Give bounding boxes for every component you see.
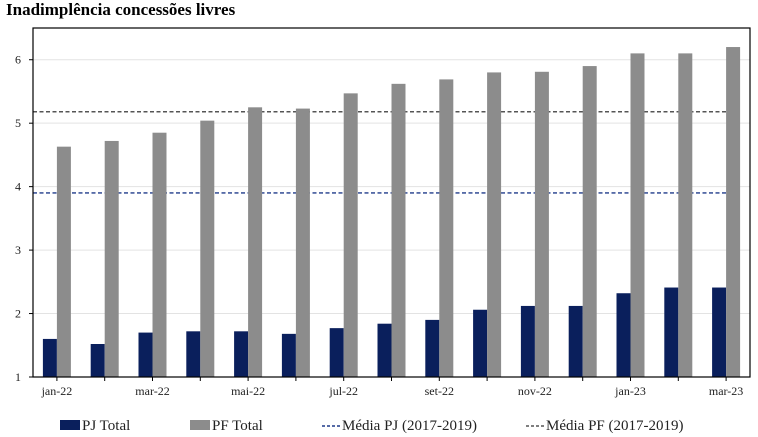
- x-tick-label: nov-22: [518, 384, 552, 398]
- y-tick-label: 1: [15, 370, 21, 384]
- bar-pf: [200, 120, 215, 377]
- bar-pf: [56, 146, 71, 377]
- bar-pf: [678, 53, 693, 378]
- bar-pj: [138, 332, 153, 377]
- bar-pf: [439, 79, 454, 377]
- bar-pf: [152, 132, 167, 377]
- legend-label: PJ Total: [82, 418, 130, 434]
- bar-pj: [90, 344, 105, 377]
- bars: [42, 47, 741, 378]
- chart-title: Inadimplência concessões livres: [6, 0, 236, 19]
- x-tick-label: mai-22: [231, 384, 265, 398]
- bar-pj: [186, 331, 201, 377]
- bar-pj: [425, 319, 440, 377]
- legend-label: Média PJ (2017-2019): [342, 418, 477, 434]
- bar-pf: [534, 71, 549, 378]
- bar-pf: [343, 93, 358, 377]
- bar-pj: [520, 305, 535, 377]
- y-axis-ticks: 1 2 3 4 5 6: [15, 53, 33, 384]
- bar-pf: [391, 83, 406, 377]
- bar-pj: [712, 287, 727, 377]
- x-tick-label: jan-22: [41, 384, 73, 398]
- legend-label: PF Total: [212, 418, 263, 434]
- bar-pj: [329, 328, 344, 377]
- bar-pj: [42, 338, 57, 377]
- bar-pf: [582, 66, 597, 377]
- x-tick-label: set-22: [425, 384, 454, 398]
- x-axis-ticks: jan-22 mar-22 mai-22 jul-22 set-22 nov-22 jan-…: [41, 377, 743, 398]
- bar-pj: [234, 331, 249, 377]
- bar-pf: [104, 140, 119, 377]
- bar-pf: [487, 72, 502, 377]
- y-tick-label: 3: [15, 243, 21, 257]
- x-tick-label: mar-23: [709, 384, 743, 398]
- bar-pf: [630, 53, 645, 378]
- x-tick-label: mar-22: [135, 384, 169, 398]
- bar-pj: [473, 309, 488, 377]
- legend: PJ Total PF Total Média PJ (2017-2019) Médi…: [60, 418, 684, 434]
- y-tick-label: 4: [15, 180, 21, 194]
- bar-pf: [726, 47, 741, 377]
- bar-pf: [248, 107, 263, 378]
- y-tick-label: 5: [15, 116, 21, 130]
- y-tick-label: 6: [15, 53, 21, 67]
- x-tick-label: jan-23: [614, 384, 646, 398]
- legend-label: Média PF (2017-2019): [546, 418, 684, 434]
- legend-swatch: [190, 420, 210, 430]
- legend-swatch: [60, 420, 80, 430]
- bar-pf: [295, 108, 310, 377]
- bar-pj: [664, 287, 679, 377]
- bar-pj: [616, 293, 631, 377]
- bar-pj: [568, 305, 583, 377]
- y-tick-label: 2: [15, 307, 21, 321]
- bar-pj: [377, 323, 392, 377]
- x-tick-label: jul-22: [328, 384, 358, 398]
- reference-lines: [33, 111, 740, 194]
- bar-pj: [281, 333, 296, 377]
